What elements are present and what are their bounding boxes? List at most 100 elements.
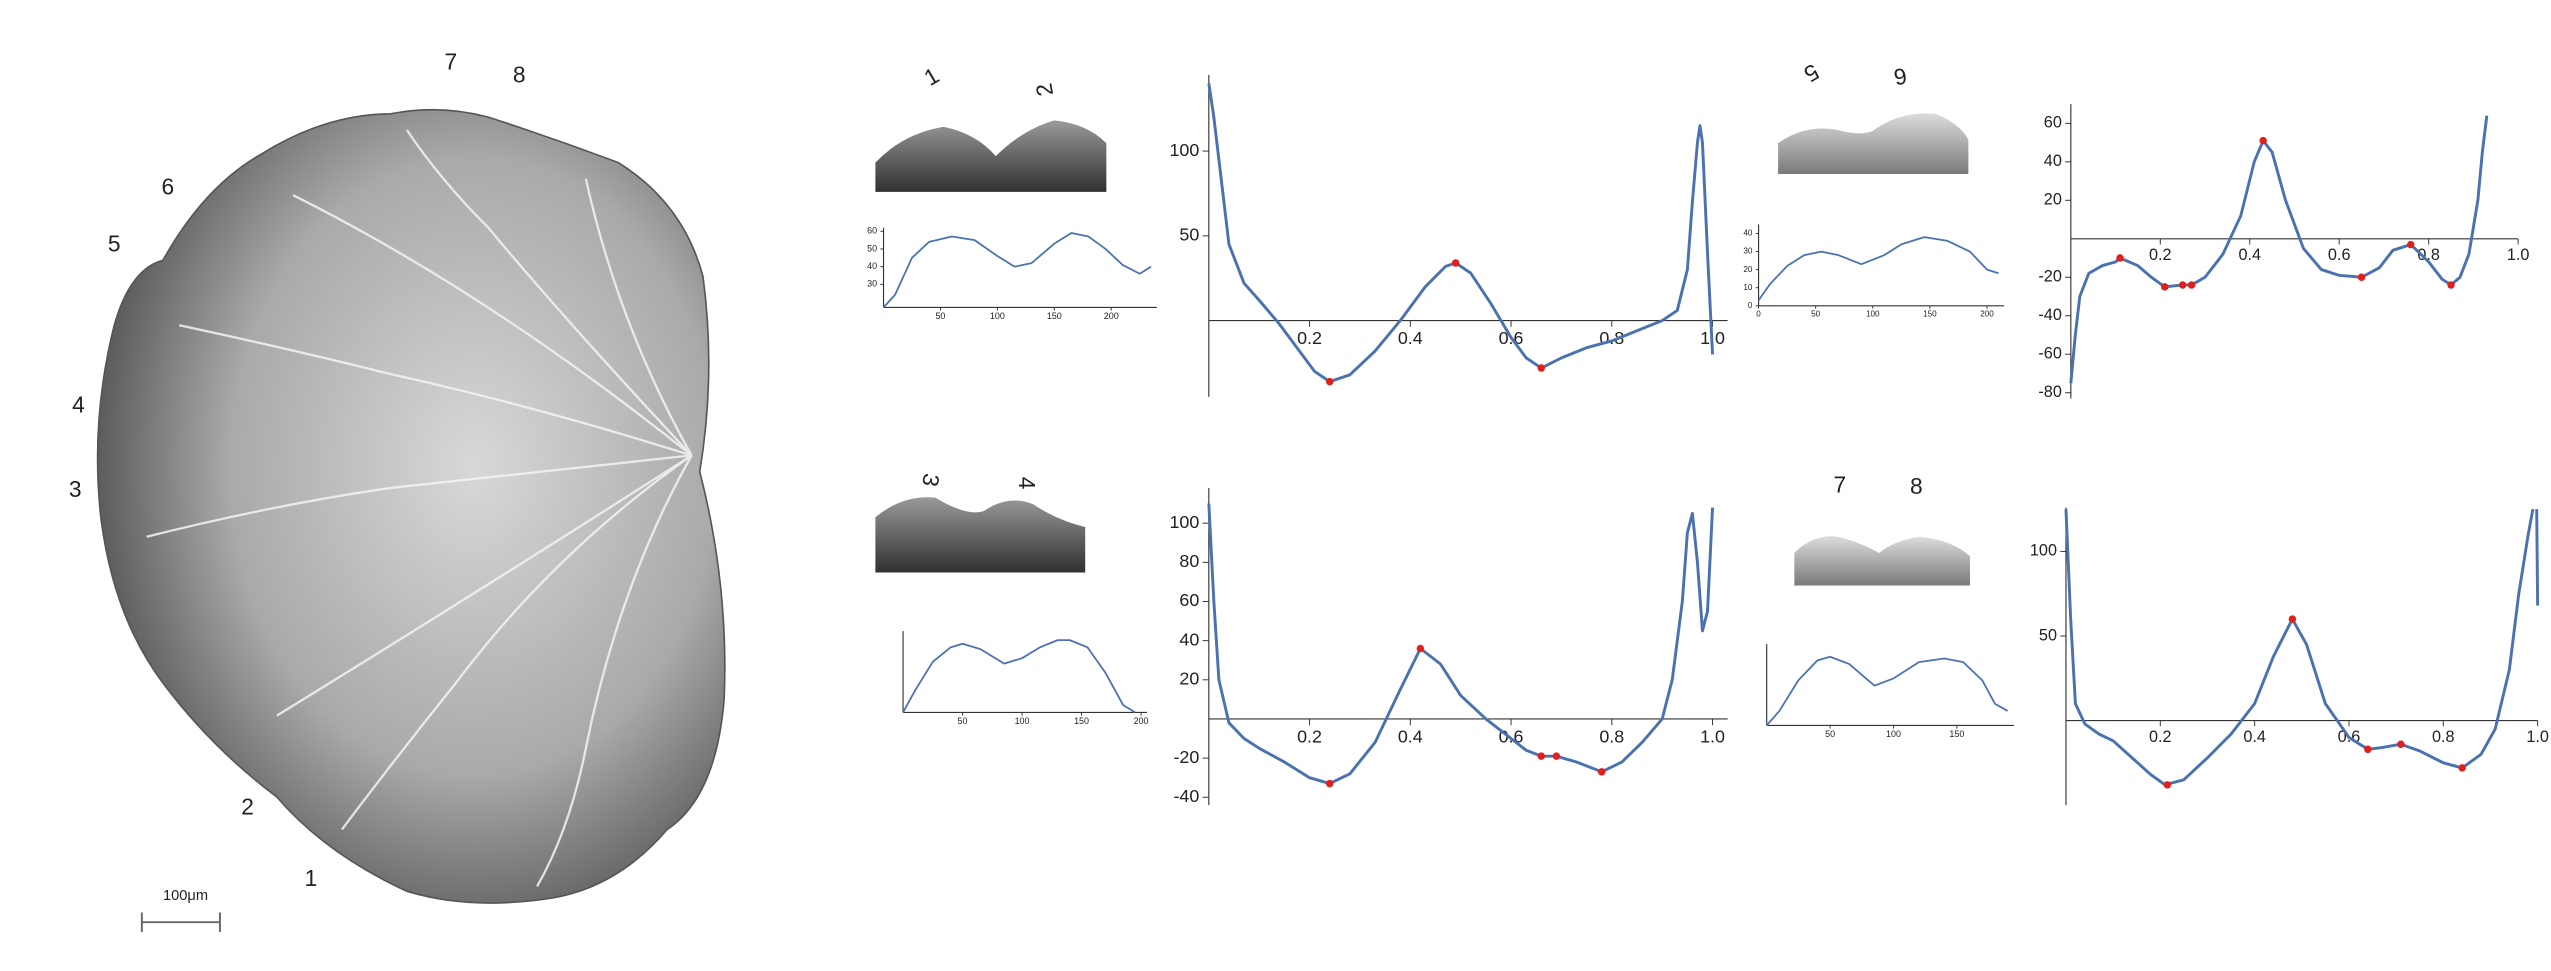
y-tick-label: -60 [2038,345,2062,363]
y-tick-label: 30 [1743,247,1753,256]
specimen-label: 2 [241,793,254,819]
extremum-point [1597,768,1606,776]
extremum-point [2116,254,2124,262]
extremum-point [2447,281,2455,289]
profile-thumbnail [875,120,1107,192]
x-tick-label: 0.2 [1297,328,1322,348]
x-tick-label: 1.0 [2526,728,2549,746]
extremum-point [1537,752,1546,760]
y-tick-label: -80 [2038,383,2062,401]
y-tick-label: 60 [1179,590,1199,610]
x-tick-label: 50 [958,716,968,726]
profile-thumbnail [875,497,1086,573]
x-tick-label: 200 [1980,309,1994,318]
y-tick-label: 50 [867,243,877,253]
scale-bar-label: 100μm [163,888,208,904]
profile-thumbnail [1794,536,1971,586]
x-tick-label: 100 [1015,716,1030,726]
y-tick-label: 100 [1169,140,1199,160]
specimen-label: 3 [69,476,82,502]
y-tick-label: -40 [2038,306,2062,324]
y-tick-label: 60 [2044,114,2062,132]
x-tick-label: 200 [1134,716,1149,726]
y-tick-label: 40 [867,261,877,271]
specimen-label: 7 [445,48,458,74]
extremum-point [2178,281,2187,289]
x-tick-label: 0.4 [1398,328,1423,348]
y-tick-label: 20 [1743,265,1753,274]
y-tick-label: 50 [1179,225,1199,245]
data-line [1207,503,1715,786]
thumbnail-label: 4 [1014,477,1040,490]
specimen-label: 4 [72,392,85,418]
x-tick-label: 100 [990,311,1005,321]
x-tick-label: 0.8 [2432,728,2455,746]
x-tick-label: 0.8 [1599,726,1624,746]
y-tick-label: 20 [1179,669,1199,689]
data-line [1207,83,1715,384]
chart: 50 100 150 [1766,644,2014,739]
specimen-label: 5 [108,231,121,257]
specimen-image: 100μm 1 2 3 4 5 6 7 8 [69,48,726,932]
thumbnail-label: 2 [1030,81,1058,98]
extremum-point [2288,615,2297,623]
chart: 0.2 0.4 0.6 0.8 1.0 -80 -60 -40 -20 20 40 60 [2038,104,2529,401]
thumbnail-label: 5 [1800,59,1824,88]
x-tick-label: 0.2 [1297,726,1322,746]
specimen-label: 1 [305,865,318,891]
extremum-point [1325,377,1334,386]
extremum-point [2187,281,2196,289]
thumbnail-label: 3 [917,472,945,489]
extremum-point [2163,781,2172,789]
y-tick-label: 100 [2030,542,2057,560]
data-line [902,639,1136,714]
thumbnail-label: 8 [1910,473,1923,499]
y-tick-label: -40 [1173,786,1199,806]
x-tick-label: 0 [1756,309,1761,318]
x-tick-label: 0.6 [1499,726,1524,746]
chart: 50 100 150 200 [902,631,1149,726]
thumbnail-label: 1 [919,62,943,91]
extremum-point [1552,752,1561,760]
thumbnail-label: 6 [1892,63,1909,91]
x-tick-label: 150 [1047,311,1062,321]
y-tick-label: 60 [867,226,877,236]
y-tick-label: 50 [2039,626,2057,644]
chart: 50 100 150 200 30 40 50 60 [867,226,1157,321]
x-tick-label: 0.8 [2417,246,2440,264]
data-line [882,232,1152,309]
y-tick-label: 20 [2044,191,2062,209]
x-tick-label: 100 [1866,309,1880,318]
y-tick-label: 0 [1748,301,1753,310]
y-tick-label: 40 [1743,229,1753,238]
x-tick-label: 0.6 [2328,246,2351,264]
y-tick-label: 80 [1179,551,1199,571]
y-tick-label: -20 [1173,747,1199,767]
extremum-point [2161,283,2169,291]
x-tick-label: 0.4 [1398,726,1423,746]
extremum-point [2458,764,2466,772]
thumbnails: 1 2 5 6 3 4 7 8 [875,59,1971,586]
x-tick-label: 200 [1104,311,1119,321]
extremum-point [2357,273,2366,282]
extremum-point [1451,259,1460,267]
data-line [1757,236,1999,301]
y-tick-label: 40 [1179,629,1199,649]
x-tick-label: 1.0 [2507,246,2530,264]
x-tick-label: 150 [1949,729,1964,739]
data-line [2064,508,2540,787]
extremum-point [1416,644,1425,653]
extremum-point [1537,364,1546,372]
data-line [1766,655,2009,726]
x-tick-label: 50 [1811,309,1821,318]
chart: 0 50 100 150 200 0 10 20 30 40 [1743,224,2005,318]
profile-thumbnail [1778,113,1969,175]
x-tick-label: 100 [1886,729,1901,739]
x-tick-label: 0.2 [2149,246,2172,264]
x-tick-label: 0.4 [2238,246,2261,264]
extremum-point [2407,240,2415,249]
x-tick-label: 50 [1825,729,1835,739]
